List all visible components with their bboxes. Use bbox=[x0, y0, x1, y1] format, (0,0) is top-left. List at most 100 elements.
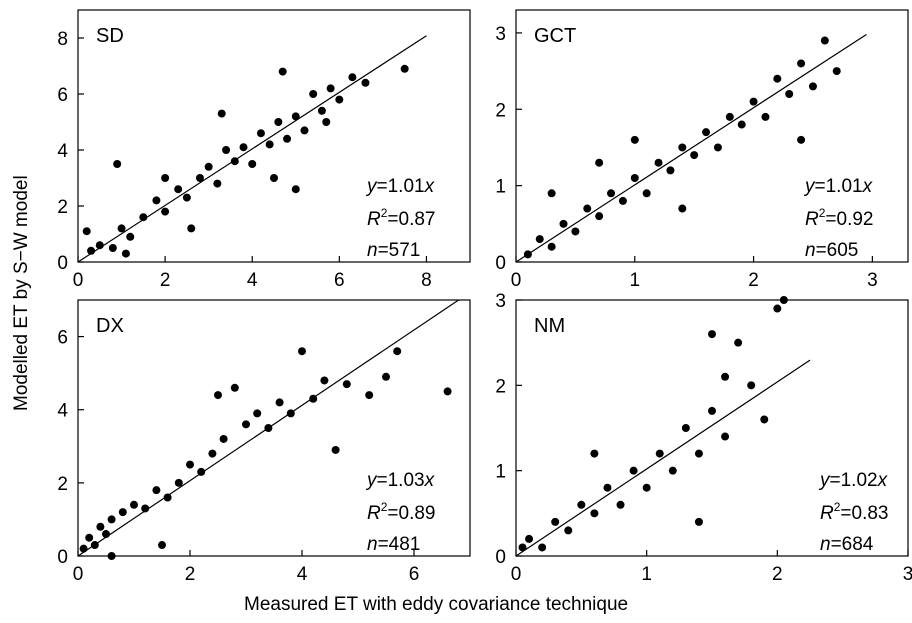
data-point bbox=[320, 376, 329, 385]
y-tick-label: 1 bbox=[495, 177, 506, 198]
panel-label: DX bbox=[96, 315, 124, 337]
data-point bbox=[239, 143, 248, 152]
plot-frame bbox=[515, 299, 909, 557]
panel-gct: 0 1 2 3 0 1 2 3 GCT y=1.01x R2=0.92 n=605 bbox=[495, 9, 909, 291]
data-point bbox=[217, 109, 226, 118]
sample-size: n=605 bbox=[805, 240, 858, 261]
data-point bbox=[518, 543, 527, 552]
y-tick-label: 3 bbox=[495, 291, 506, 312]
data-point bbox=[525, 534, 534, 543]
y-tick-label: 2 bbox=[495, 376, 506, 397]
data-point bbox=[326, 84, 335, 93]
data-point bbox=[607, 189, 616, 198]
data-point bbox=[551, 517, 560, 526]
data-point bbox=[342, 380, 351, 389]
data-point bbox=[761, 112, 770, 121]
data-point bbox=[283, 134, 292, 143]
data-point bbox=[694, 449, 703, 458]
data-point bbox=[152, 486, 161, 495]
x-tick-label: 4 bbox=[297, 564, 308, 585]
data-point bbox=[274, 118, 283, 126]
data-point bbox=[590, 449, 599, 458]
data-point bbox=[595, 212, 604, 221]
data-point bbox=[230, 383, 239, 392]
data-point bbox=[113, 160, 122, 168]
panel-dx: 0 2 4 6 0 2 4 6 DX y=1.03x R2=0.89 n=481 bbox=[57, 299, 471, 585]
plot-frame bbox=[77, 9, 471, 263]
fit-line bbox=[77, 299, 460, 557]
data-point bbox=[713, 143, 722, 152]
data-point bbox=[82, 227, 91, 236]
data-point bbox=[322, 118, 331, 126]
data-point bbox=[96, 522, 105, 531]
data-point bbox=[204, 162, 213, 171]
data-point bbox=[393, 347, 402, 356]
data-point bbox=[222, 146, 231, 154]
data-point bbox=[126, 232, 135, 241]
data-point bbox=[547, 242, 556, 251]
data-point bbox=[365, 391, 374, 400]
data-point bbox=[117, 224, 126, 233]
panel-label: GCT bbox=[534, 25, 576, 47]
data-point bbox=[590, 509, 599, 518]
data-point bbox=[678, 204, 687, 213]
data-point bbox=[654, 158, 663, 167]
sample-size: n=571 bbox=[367, 240, 420, 261]
data-point bbox=[265, 140, 274, 149]
data-point bbox=[186, 460, 194, 469]
data-point bbox=[174, 185, 183, 194]
data-point bbox=[760, 415, 769, 424]
data-point bbox=[182, 193, 191, 202]
data-point bbox=[139, 213, 148, 222]
data-point bbox=[642, 189, 651, 198]
data-point bbox=[348, 73, 357, 82]
y-tick-label: 1 bbox=[495, 462, 506, 483]
data-point bbox=[163, 493, 172, 502]
data-point bbox=[208, 449, 217, 458]
data-point bbox=[309, 90, 318, 98]
data-point bbox=[734, 338, 743, 347]
x-tick-label: 8 bbox=[421, 270, 432, 291]
panel-label: NM bbox=[534, 315, 565, 337]
data-point bbox=[749, 97, 758, 106]
y-tick-label: 2 bbox=[495, 100, 506, 121]
data-point bbox=[666, 166, 675, 175]
data-point bbox=[335, 95, 344, 104]
fit-equation: y=1.01x bbox=[803, 176, 874, 197]
data-point bbox=[174, 478, 183, 487]
data-point bbox=[721, 432, 730, 441]
data-point bbox=[242, 420, 250, 429]
data-point bbox=[219, 434, 228, 443]
sample-size: n=684 bbox=[820, 534, 874, 555]
data-point bbox=[564, 526, 573, 535]
data-point bbox=[642, 483, 651, 492]
data-point bbox=[655, 449, 664, 458]
x-tick-label: 0 bbox=[511, 564, 522, 585]
data-point bbox=[253, 409, 262, 418]
data-point bbox=[708, 406, 716, 415]
data-point bbox=[118, 508, 127, 517]
data-point bbox=[702, 128, 711, 137]
data-point bbox=[278, 67, 287, 76]
data-point bbox=[331, 445, 340, 454]
data-point bbox=[571, 227, 580, 236]
data-point bbox=[773, 74, 782, 83]
data-point bbox=[595, 158, 604, 167]
fit-equation: y=1.03x bbox=[365, 470, 436, 491]
y-tick-label: 4 bbox=[57, 141, 68, 162]
data-point bbox=[152, 196, 161, 205]
x-tick-label: 2 bbox=[160, 270, 171, 291]
data-point bbox=[300, 126, 309, 135]
data-point bbox=[708, 330, 716, 339]
data-point bbox=[382, 372, 390, 381]
data-point bbox=[721, 372, 730, 381]
sample-size: n=481 bbox=[367, 534, 420, 555]
data-point bbox=[538, 543, 547, 552]
data-point bbox=[694, 517, 703, 526]
data-point bbox=[785, 90, 794, 98]
y-tick-label: 6 bbox=[57, 85, 68, 106]
y-tick-label: 0 bbox=[57, 547, 68, 568]
fit-equation: y=1.02x bbox=[818, 470, 889, 491]
data-point bbox=[195, 174, 204, 182]
data-point bbox=[832, 67, 841, 76]
